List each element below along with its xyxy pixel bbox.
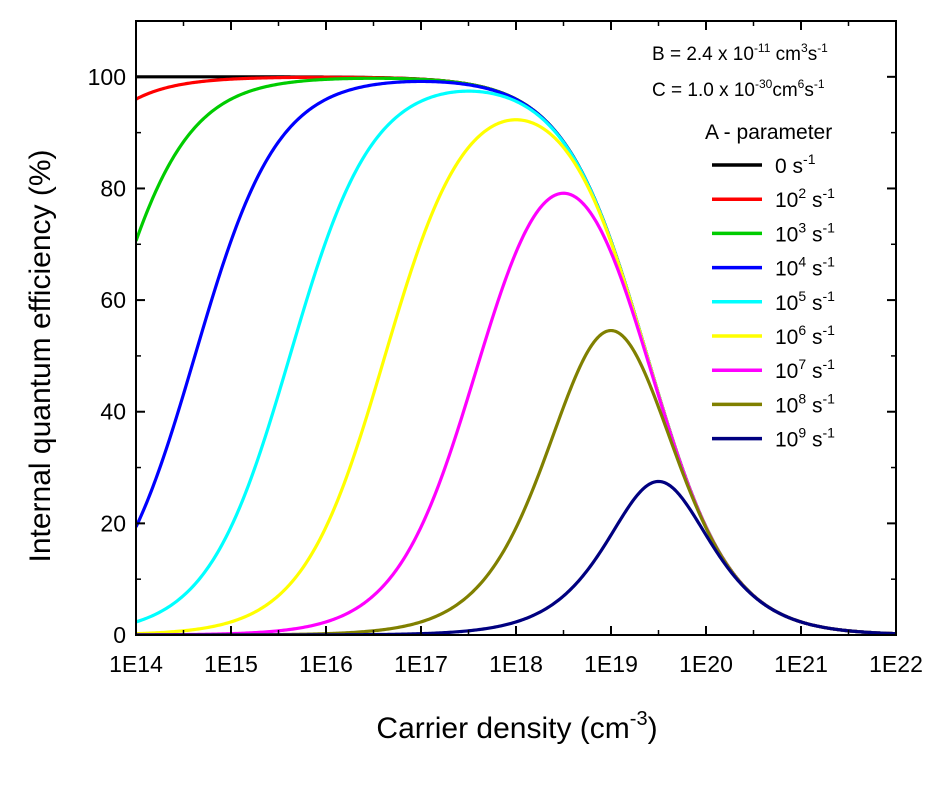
x-axis-title: Carrier density (cm-3) bbox=[376, 708, 657, 745]
x-axis-title-text: Carrier density (cm bbox=[376, 712, 629, 745]
legend-label: 102 s-1 bbox=[775, 185, 835, 212]
legend-label: 107 s-1 bbox=[775, 356, 835, 383]
y-axis: 0 20 40 60 80 100 bbox=[88, 20, 896, 648]
legend-label: 106 s-1 bbox=[775, 322, 835, 349]
x-tick-label: 1E17 bbox=[394, 651, 448, 677]
annotation-b: B = 2.4 x 10-11 cm3s-1 bbox=[652, 41, 828, 65]
y-tick-label: 60 bbox=[100, 287, 126, 313]
x-axis: 1E14 1E15 1E16 1E17 1E18 1E19 1E20 1E21 1E22 bbox=[109, 21, 923, 677]
x-tick-label: 1E16 bbox=[299, 651, 353, 677]
annotation-c: C = 1.0 x 10-30cm6s-1 bbox=[652, 77, 825, 101]
x-tick-label: 1E21 bbox=[774, 651, 828, 677]
y-tick-label: 0 bbox=[113, 622, 126, 648]
y-tick-label: 40 bbox=[100, 399, 126, 425]
legend-label: 105 s-1 bbox=[775, 288, 835, 315]
legend-label: 0 s-1 bbox=[775, 151, 816, 178]
legend-title: A - parameter bbox=[705, 121, 832, 144]
curves-group bbox=[136, 75, 896, 635]
x-tick-label: 1E18 bbox=[489, 651, 543, 677]
x-tick-label: 1E15 bbox=[204, 651, 258, 677]
legend: 0 s-1 102 s-1 103 s-1 104 s-1 105 s-1 106 s-1… bbox=[712, 151, 835, 452]
legend-label: 104 s-1 bbox=[775, 254, 835, 281]
legend-label: 109 s-1 bbox=[775, 425, 835, 452]
x-tick-label: 1E14 bbox=[109, 651, 163, 677]
x-axis-title-sup: -3 bbox=[630, 708, 648, 730]
x-tick-label: 1E22 bbox=[869, 651, 923, 677]
legend-label: 108 s-1 bbox=[775, 390, 835, 417]
y-axis-title: Internal quantum efficiency (%) bbox=[24, 150, 57, 563]
y-tick-label: 20 bbox=[100, 510, 126, 536]
x-tick-label: 1E19 bbox=[584, 651, 638, 677]
y-tick-label: 80 bbox=[100, 175, 126, 201]
x-axis-title-close: ) bbox=[648, 712, 658, 745]
x-tick-label: 1E20 bbox=[679, 651, 733, 677]
legend-label: 103 s-1 bbox=[775, 219, 835, 246]
y-tick-label: 100 bbox=[88, 64, 126, 90]
series-line-10-9-s-1 bbox=[136, 479, 896, 635]
